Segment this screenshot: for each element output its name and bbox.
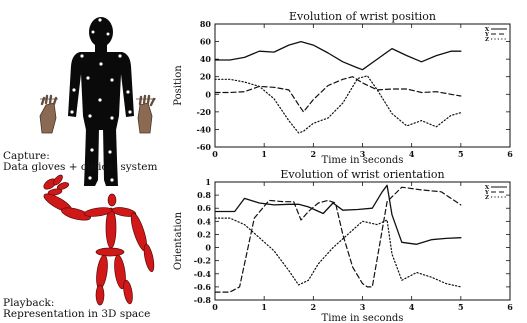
y-tick-label: 60 [200, 37, 212, 47]
y-tick-label: 20 [200, 72, 212, 82]
y-tick-label: 40 [200, 54, 212, 64]
y-tick-label: 1 [205, 177, 211, 187]
y-axis-label: Orientation [173, 211, 184, 270]
x-tick-label: 0 [212, 302, 218, 312]
y-tick-label: -0.8 [194, 295, 212, 305]
x-tick-label: 5 [458, 149, 464, 159]
x-tick-label: 6 [507, 149, 513, 159]
legend-label-x: X [485, 27, 490, 33]
series-line-z [214, 75, 462, 134]
x-axis-label: Time in seconds [322, 313, 404, 323]
plot-frame [214, 23, 511, 148]
capture-caption-line-1: Capture: [3, 150, 50, 162]
playback-caption-line-2: Representation in 3D space [3, 308, 151, 320]
wrist-position-chart: 0 1 2 3 4 5 6 80 60 40 20 0 -20 -40 -60 Evolution of wr… [173, 10, 513, 166]
capture-caption-line-2: Data gloves + optical system [3, 161, 158, 173]
y-tick-label: -60 [197, 142, 212, 152]
legend-label-y: Y [484, 32, 489, 38]
legend-label-y: Y [484, 190, 489, 196]
legend-label-x: X [485, 185, 490, 191]
capture-torso-shape [68, 52, 134, 130]
plot-frame [214, 181, 511, 301]
y-tick-label: -0.6 [194, 282, 212, 292]
legend-label-z: Z [485, 195, 489, 201]
series-line-x [214, 184, 462, 245]
x-tick-label: 4 [409, 149, 415, 159]
x-axis-label: Time in seconds [322, 155, 404, 166]
left-data-glove-shape [39, 94, 58, 134]
series-line-y [214, 76, 462, 113]
y-tick-label: 0.2 [197, 229, 211, 239]
playback-caption: Playback: Representation in 3D space [3, 298, 150, 320]
x-tick-label: 1 [261, 149, 267, 159]
series-line-x [214, 40, 462, 71]
right-data-glove-shape [136, 94, 156, 134]
x-tick-label: 3 [360, 149, 366, 159]
x-tick-label: 5 [458, 302, 464, 312]
series-line-y [214, 186, 462, 293]
y-tick-label: 80 [200, 19, 212, 29]
x-tick-label: 2 [311, 302, 317, 312]
capture-head-shape [89, 17, 113, 47]
y-tick-label: 0.6 [197, 203, 211, 213]
legend-label-z: Z [485, 37, 489, 43]
x-tick-label: 1 [261, 302, 267, 312]
chart-title: Evolution of wrist position [289, 10, 436, 23]
chart-title: Evolution of wrist orientation [280, 168, 444, 181]
y-tick-label: -0.2 [194, 256, 211, 266]
3d-skeleton-illustration [43, 174, 155, 306]
y-tick-label: 0.8 [197, 190, 211, 200]
x-tick-label: 2 [311, 149, 317, 159]
y-tick-label: 0 [205, 243, 211, 253]
playback-caption-line-1: Playback: [3, 297, 55, 309]
motion-capture-figure-illustration [39, 17, 156, 186]
y-tick-label: -40 [197, 124, 212, 134]
y-tick-label: 0 [205, 89, 211, 99]
x-tick-label: 6 [507, 302, 513, 312]
y-tick-label: -20 [197, 107, 212, 117]
series-line-z [214, 217, 462, 288]
y-tick-label: 0.4 [197, 216, 211, 226]
y-axis-label: Position [173, 65, 184, 106]
wrist-orientation-chart: 0 1 2 3 4 5 6 1 0.8 0.6 0.4 0.2 0 -0.2 -0.4 -0.6 -0.8 Evo… [173, 168, 513, 323]
x-tick-label: 3 [360, 302, 366, 312]
x-tick-label: 4 [409, 302, 415, 312]
x-tick-label: 0 [212, 149, 218, 159]
y-tick-label: -0.4 [194, 269, 212, 279]
capture-caption: Capture: Data gloves + optical system [3, 151, 157, 173]
